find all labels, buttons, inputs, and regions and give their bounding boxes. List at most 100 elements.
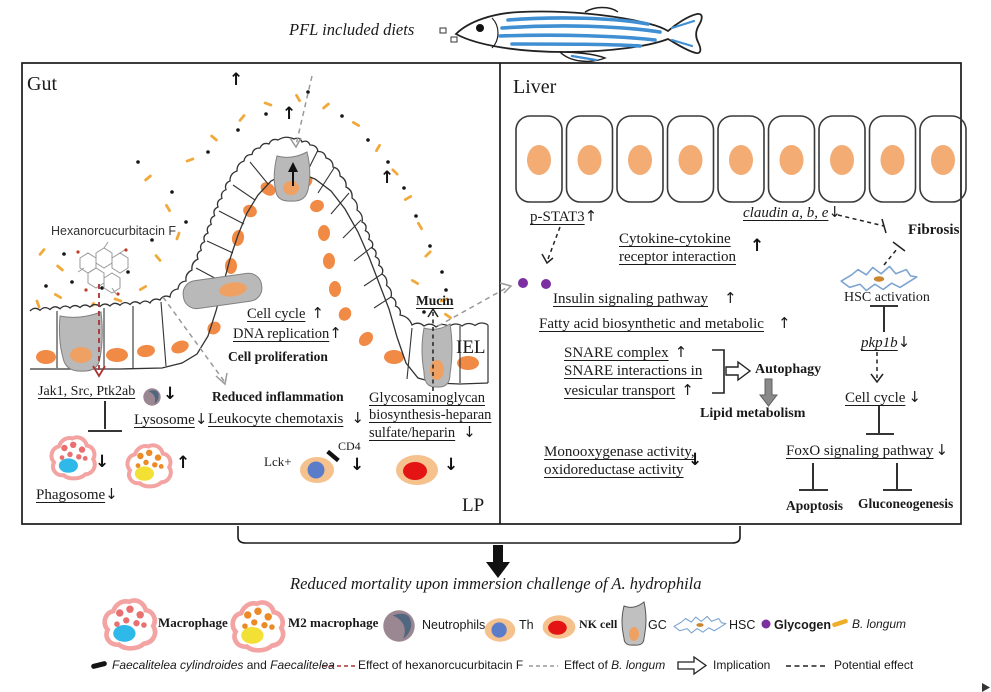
- mucin-label: Mucin: [416, 293, 454, 308]
- th-cell-icon: [300, 457, 334, 483]
- outcome-label: Reduced mortality upon immersion challen…: [290, 574, 702, 593]
- goblet-cell-icon: [182, 272, 263, 310]
- nk-cell-icon: [396, 455, 438, 485]
- hepatocyte-row: [515, 115, 967, 203]
- glycosaminoglycan-line1: Glycosaminoglycan: [369, 390, 485, 406]
- legend-hsc-icon: [673, 615, 727, 634]
- cytokine-up-arrow: ↑: [750, 236, 765, 256]
- pkp1b-label: pkp1b↓: [861, 333, 911, 351]
- legend-icons: [91, 600, 848, 676]
- legend-effect-hexa-label: Effect of hexanorcucurbitacin F: [358, 658, 524, 672]
- legend-blongum-icon: [832, 618, 848, 628]
- cd4-label: CD4: [338, 439, 361, 453]
- apoptosis-label: Apoptosis: [786, 498, 844, 513]
- goblet-cell-icon: [58, 311, 103, 372]
- lipid-metabolism-label: Lipid metabolism: [700, 406, 806, 421]
- feed-pellet-icon: [450, 36, 458, 43]
- legend-neutrophils-label: Neutrophils: [422, 618, 486, 632]
- potential-effect-arrows: [427, 214, 906, 392]
- legend-m2-macrophage-icon: [233, 602, 283, 650]
- lumen-up-arrow: ↑: [380, 168, 395, 188]
- lysosome-label: Lysosome↓: [134, 410, 208, 428]
- th-down-arrow: ↓: [350, 455, 365, 475]
- legend-glycogen-label: Glycogen: [774, 618, 831, 632]
- jak-src-ptk-label: Jak1, Src, Ptk2ab: [38, 384, 136, 399]
- snare-interactions-line1: SNARE interactions in: [564, 363, 703, 379]
- legend-th-icon: [484, 618, 516, 642]
- legend-nk-cell-label: NK cell: [579, 617, 618, 631]
- glycogen-icon: [518, 278, 528, 288]
- hsc-activation-label: HSC activation: [844, 290, 930, 305]
- inhibition-bars: [88, 305, 912, 491]
- zebrafish-icon: [439, 6, 703, 63]
- hexanorcucurbitacin-structure-icon: [76, 241, 129, 296]
- macrophage-icon: [52, 437, 95, 478]
- legend-b-longum-label: B. longum: [852, 617, 907, 631]
- legend-implication-icon: [677, 655, 708, 676]
- monooxygenase-down-arrow: ↓: [688, 450, 703, 470]
- neutrophil-down-arrow: ↓: [163, 384, 178, 404]
- legend-effect-blongum-label: Effect of B. longum: [564, 658, 666, 672]
- claudin-label: claudin a, b, e↓: [743, 203, 841, 221]
- monooxygenase-line2: oxidoreductase activity: [544, 462, 684, 478]
- goblet-cell-icon: [273, 151, 311, 202]
- lumen-up-arrow: ↑: [282, 104, 297, 124]
- dna-replication-label: DNA replication↑: [233, 324, 342, 342]
- secretion-up-arrow: [288, 162, 298, 186]
- cd4-marker-icon: [326, 449, 340, 463]
- epithelial-nuclei: [36, 175, 479, 370]
- m2-up-arrow: ↑: [176, 453, 191, 473]
- autophagy-down-arrow: [758, 378, 779, 407]
- lck-label: Lck+: [264, 454, 292, 469]
- legend-gc-icon: [621, 601, 647, 646]
- summary-down-arrow: [486, 545, 510, 578]
- legend-m2-macrophage-label: M2 macrophage: [288, 615, 379, 630]
- pstat3-label: p-STAT3↑: [530, 207, 598, 225]
- implication-arrow-icon: [725, 360, 752, 382]
- glycosaminoglycan-line3: sulfate/heparin ↓: [369, 423, 476, 441]
- iel-label: IEL: [456, 337, 486, 358]
- lp-label: LP: [462, 495, 485, 516]
- legend-faecalitelea-icon: [91, 661, 107, 669]
- fatty-acid-label: Fatty acid biosynthetic and metabolic ↑: [539, 314, 791, 332]
- gut-panel-label: Gut: [27, 73, 57, 95]
- fibrosis-label: Fibrosis: [908, 222, 960, 238]
- legend-nk-icon: [542, 615, 576, 639]
- insulin-label: Insulin signaling pathway ↑: [553, 289, 737, 307]
- legend-th-label: Th: [519, 618, 534, 632]
- glycosaminoglycan-line2: biosynthesis-heparan: [369, 407, 492, 423]
- feed-pellet-icon: [439, 27, 447, 34]
- legend-implication-label: Implication: [713, 658, 771, 672]
- panel-frame: [21, 62, 962, 525]
- cell-proliferation-label: Cell proliferation: [228, 349, 328, 364]
- macrophage-down-arrow: ↓: [95, 452, 110, 472]
- gluconeogenesis-label: Gluconeogenesis: [858, 496, 954, 511]
- glycogen-icon: [541, 279, 551, 289]
- legend-glycogen-icon: [761, 619, 771, 629]
- cytokine-line2: receptor interaction: [619, 249, 737, 265]
- foxo-label: FoxO signaling pathway ↓: [786, 441, 949, 459]
- legend-macrophage-icon: [105, 600, 155, 648]
- legend-macrophage-label: Macrophage: [158, 615, 228, 630]
- blongum-effect-arrows: [162, 75, 513, 386]
- hepatocyte-nuclei: [527, 145, 955, 175]
- figure-title: PFL included diets: [289, 20, 415, 39]
- summary-bracket: [237, 526, 741, 544]
- neutrophil-icon: [143, 388, 161, 406]
- hepatocyte-cells: [515, 115, 967, 203]
- cell-dividers: [56, 149, 461, 383]
- leukocyte-chemotaxis-label: Leukocyte chemotaxis ↓: [208, 409, 364, 427]
- goblet-cell-icon-iel: [421, 323, 453, 388]
- gut-epithelium: [29, 136, 489, 385]
- legend-gc-label: GC: [648, 618, 667, 632]
- scroll-indicator-icon: [982, 683, 990, 692]
- autophagy-label: Autophagy: [755, 362, 822, 377]
- legend-faecalitelea-label: Faecalitelea cylindroides and Faecalitel…: [112, 658, 335, 672]
- snare-interactions-line2: vesicular transport ↑: [564, 381, 694, 399]
- legend-neutrophil-icon: [383, 610, 415, 642]
- hexanorcucurbitacin-label: Hexanorcucurbitacin F: [51, 224, 177, 238]
- legend-potential-effect-label: Potential effect: [834, 658, 914, 672]
- snare-complex-label: SNARE complex ↑: [564, 343, 688, 361]
